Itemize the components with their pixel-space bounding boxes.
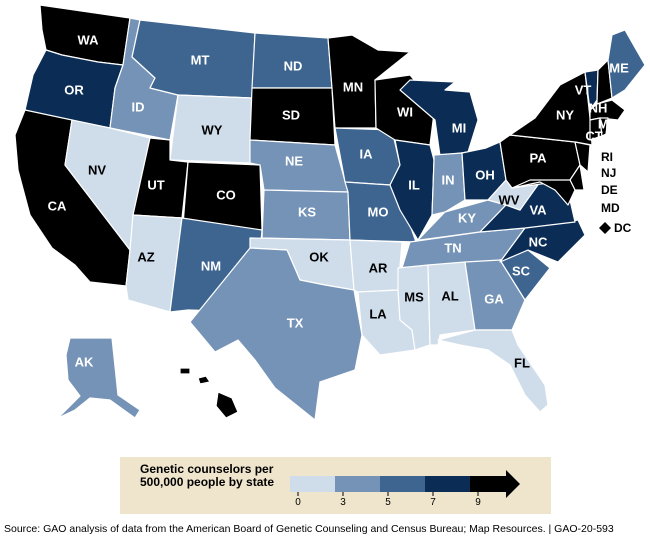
label-OR: OR bbox=[64, 83, 84, 98]
label-WY: WY bbox=[202, 123, 223, 138]
label-IN: IN bbox=[442, 173, 455, 188]
label-WI: WI bbox=[397, 105, 413, 120]
dc-marker bbox=[599, 222, 611, 234]
state-NJ bbox=[574, 141, 591, 173]
legend-scale: 0 3 5 7 9 bbox=[290, 470, 520, 508]
label-NJ: NJ bbox=[601, 166, 616, 180]
label-CO: CO bbox=[216, 188, 236, 203]
label-AL: AL bbox=[441, 289, 458, 304]
legend-swatch-3-5 bbox=[335, 476, 380, 492]
label-AK: AK bbox=[75, 355, 94, 370]
state-HI-islet-1 bbox=[179, 367, 191, 375]
legend-swatch-9-plus-arrow bbox=[470, 470, 520, 498]
label-IL: IL bbox=[408, 178, 420, 193]
label-DE: DE bbox=[601, 183, 618, 197]
source-note: Source: GAO analysis of data from the Am… bbox=[4, 523, 614, 535]
state-FL bbox=[437, 329, 549, 413]
label-TX: TX bbox=[287, 316, 304, 331]
label-LA: LA bbox=[369, 307, 387, 322]
map-legend: Genetic counselors per 500,000 people by… bbox=[120, 457, 551, 514]
label-MI: MI bbox=[452, 121, 466, 136]
label-NC: NC bbox=[529, 235, 548, 250]
label-HI: HI bbox=[200, 393, 213, 408]
label-MO: MO bbox=[368, 205, 389, 220]
label-VA: VA bbox=[529, 203, 547, 218]
label-ME: ME bbox=[609, 61, 629, 76]
state-MD bbox=[511, 179, 576, 206]
label-OH: OH bbox=[475, 168, 495, 183]
label-MT: MT bbox=[191, 53, 210, 68]
state-AK bbox=[57, 337, 141, 419]
label-MD: MD bbox=[601, 201, 620, 215]
label-NY: NY bbox=[556, 108, 574, 123]
label-DC: DC bbox=[614, 221, 632, 235]
legend-title: Genetic counselors per 500,000 people by… bbox=[140, 462, 275, 489]
label-NH: NH bbox=[589, 101, 608, 116]
label-ND: ND bbox=[284, 59, 303, 74]
legend-swatch-7-9 bbox=[425, 476, 470, 492]
label-IA: IA bbox=[360, 147, 374, 162]
us-choropleth-map: WA OR CA ID NV AZ MT WY UT CO NM ND SD N… bbox=[14, 4, 646, 421]
label-RI: RI bbox=[601, 150, 613, 164]
state-RI bbox=[599, 117, 609, 137]
legend-swatch-5-7 bbox=[380, 476, 425, 492]
state-TX bbox=[189, 247, 363, 421]
label-GA: GA bbox=[484, 292, 504, 307]
legend-swatch-0-3 bbox=[290, 476, 335, 492]
label-OK: OK bbox=[309, 250, 329, 265]
label-AZ: AZ bbox=[137, 250, 154, 265]
label-UT: UT bbox=[147, 178, 164, 193]
label-MA: MA bbox=[598, 117, 619, 132]
label-KS: KS bbox=[298, 205, 316, 220]
label-ID: ID bbox=[132, 100, 145, 115]
label-KY: KY bbox=[458, 211, 476, 226]
legend-tick-7: 7 bbox=[430, 497, 436, 508]
label-CA: CA bbox=[48, 199, 67, 214]
state-MI bbox=[399, 79, 479, 157]
label-SC: SC bbox=[512, 264, 531, 279]
label-AR: AR bbox=[369, 261, 388, 276]
label-SD: SD bbox=[282, 108, 300, 123]
label-NE: NE bbox=[285, 154, 303, 169]
label-VT: VT bbox=[575, 83, 592, 98]
legend-tick-0: 0 bbox=[295, 497, 301, 508]
label-MN: MN bbox=[343, 80, 363, 95]
state-ME bbox=[607, 29, 646, 99]
label-MS: MS bbox=[404, 290, 424, 305]
label-WA: WA bbox=[78, 33, 100, 48]
label-PA: PA bbox=[529, 151, 547, 166]
state-HI bbox=[215, 391, 239, 419]
legend-tick-5: 5 bbox=[385, 497, 391, 508]
state-HI-islet-2 bbox=[197, 375, 211, 385]
label-TN: TN bbox=[444, 241, 461, 256]
label-NV: NV bbox=[88, 163, 106, 178]
legend-tick-9: 9 bbox=[475, 497, 481, 508]
label-CT: CT bbox=[585, 129, 602, 144]
label-WV: WV bbox=[499, 193, 520, 208]
legend-tick-3: 3 bbox=[340, 497, 346, 508]
state-GA bbox=[464, 259, 526, 331]
label-NM: NM bbox=[201, 259, 221, 274]
label-FL: FL bbox=[514, 356, 530, 371]
